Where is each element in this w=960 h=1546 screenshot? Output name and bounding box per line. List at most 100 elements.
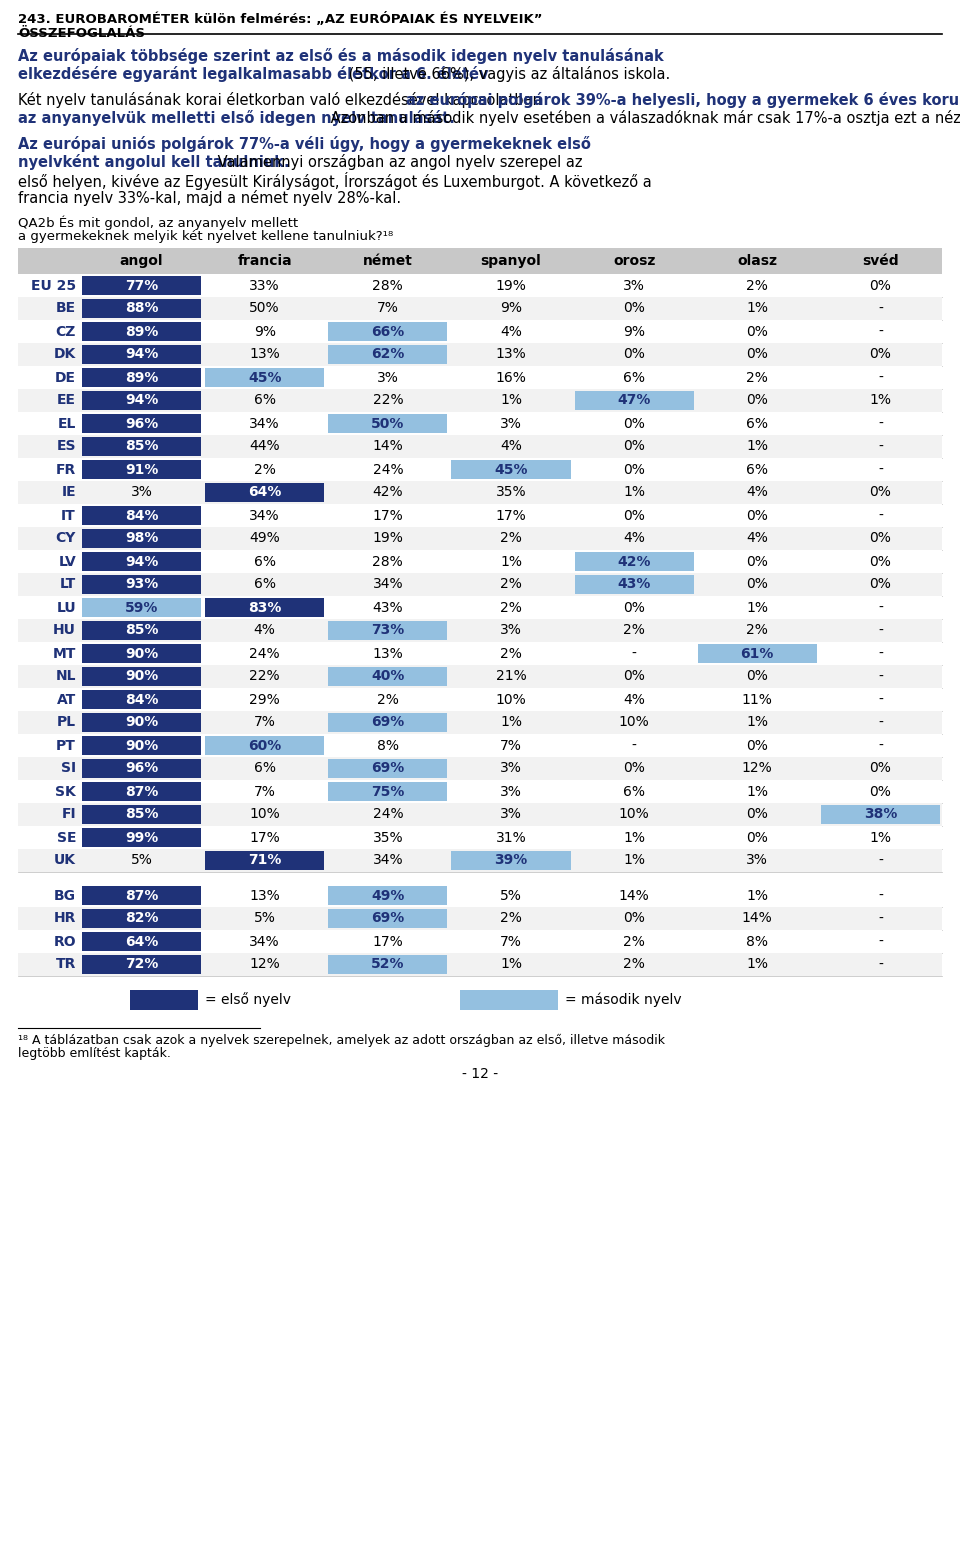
Bar (18, 758, 942, 781)
Text: 6%: 6% (623, 784, 645, 798)
Text: 1%: 1% (746, 716, 768, 730)
Text: 10%: 10% (250, 807, 280, 821)
Text: 34%: 34% (250, 934, 280, 949)
Text: az anyanyelvük melletti első idegen nyelv tanulását.: az anyanyelvük melletti első idegen nyel… (18, 110, 455, 127)
Text: 72%: 72% (125, 957, 158, 971)
Text: az európai polgárok 39%-a helyesli, hogy a gyermekek 6 éves koruk előtt kezdjék : az európai polgárok 39%-a helyesli, hogy… (406, 93, 960, 108)
Text: 11%: 11% (742, 693, 773, 707)
Text: 7%: 7% (500, 739, 522, 753)
Text: HR: HR (54, 912, 76, 926)
Text: = második nyelv: = második nyelv (565, 993, 682, 1008)
Text: -: - (878, 325, 883, 339)
Text: 1%: 1% (870, 830, 892, 844)
Text: 9%: 9% (500, 301, 522, 315)
Text: 90%: 90% (125, 716, 158, 730)
Text: 0%: 0% (870, 555, 892, 569)
Text: 84%: 84% (125, 693, 158, 707)
Text: 96%: 96% (125, 762, 158, 776)
Bar (82, 461, 202, 479)
Text: LV: LV (59, 555, 76, 569)
Bar (18, 642, 942, 665)
Bar (18, 481, 942, 504)
Bar (18, 458, 942, 481)
Text: -: - (878, 912, 883, 926)
Text: 17%: 17% (372, 509, 403, 523)
Text: 3%: 3% (500, 784, 522, 798)
Text: 2%: 2% (377, 693, 398, 707)
Text: 8%: 8% (746, 934, 768, 949)
Text: 99%: 99% (125, 830, 158, 844)
Text: PL: PL (57, 716, 76, 730)
Text: -: - (878, 600, 883, 614)
Text: DE: DE (55, 371, 76, 385)
Text: TR: TR (56, 957, 76, 971)
Text: 42%: 42% (372, 485, 403, 499)
Bar (18, 434, 942, 458)
Text: 2%: 2% (500, 600, 522, 614)
Text: 43%: 43% (372, 600, 403, 614)
Text: 83%: 83% (248, 600, 281, 614)
Text: BG: BG (54, 889, 76, 903)
Text: 29%: 29% (250, 693, 280, 707)
Text: 21%: 21% (495, 669, 526, 683)
Text: 0%: 0% (623, 462, 645, 476)
Bar (18, 884, 942, 908)
Text: 50%: 50% (372, 416, 404, 430)
Bar (18, 931, 942, 952)
Text: 85%: 85% (125, 439, 158, 453)
Bar (18, 366, 942, 390)
Text: 98%: 98% (125, 532, 158, 546)
Text: 64%: 64% (125, 934, 158, 949)
Text: 24%: 24% (372, 462, 403, 476)
Bar (82, 391, 202, 410)
Text: elkezdésére egyaránt legalkalmasabb életkor a 6. életév: elkezdésére egyaránt legalkalmasabb élet… (18, 66, 489, 82)
Text: Azonban a második nyelv esetében a válaszadóknak már csak 17%-a osztja ezt a néz: Azonban a második nyelv esetében a válas… (325, 110, 960, 127)
Bar (18, 826, 942, 849)
Text: 24%: 24% (372, 807, 403, 821)
Text: 31%: 31% (495, 830, 526, 844)
Text: 1%: 1% (746, 784, 768, 798)
Text: 89%: 89% (125, 371, 158, 385)
Text: AT: AT (57, 693, 76, 707)
Text: -: - (878, 934, 883, 949)
Text: -: - (878, 693, 883, 707)
Text: olasz: olasz (737, 254, 778, 267)
Text: 2%: 2% (746, 278, 768, 292)
Bar (18, 247, 942, 274)
Text: - 12 -: - 12 - (462, 1067, 498, 1081)
Text: ¹⁸ A táblázatban csak azok a nyelvek szerepelnek, amelyek az adott országban az : ¹⁸ A táblázatban csak azok a nyelvek sze… (18, 1034, 665, 1047)
Text: 1%: 1% (623, 830, 645, 844)
Text: 1%: 1% (746, 957, 768, 971)
Bar (328, 955, 447, 974)
Bar (18, 802, 942, 826)
Text: -: - (878, 371, 883, 385)
Text: 0%: 0% (623, 439, 645, 453)
Bar (328, 621, 447, 640)
Text: spanyol: spanyol (481, 254, 541, 267)
Bar (82, 322, 202, 342)
Text: 1%: 1% (623, 853, 645, 867)
Text: 2%: 2% (623, 957, 645, 971)
Text: 39%: 39% (494, 853, 528, 867)
Text: 42%: 42% (617, 555, 651, 569)
Text: 6%: 6% (253, 394, 276, 408)
Bar (82, 713, 202, 731)
Text: 73%: 73% (372, 623, 404, 637)
Text: legtöbb említést kapták.: legtöbb említést kapták. (18, 1047, 171, 1061)
Text: 3%: 3% (500, 762, 522, 776)
Text: 94%: 94% (125, 348, 158, 362)
Text: 0%: 0% (623, 762, 645, 776)
Text: 22%: 22% (250, 669, 280, 683)
Text: 0%: 0% (746, 669, 768, 683)
Bar (205, 598, 324, 617)
Bar (451, 850, 570, 870)
Bar (18, 411, 942, 434)
Bar (18, 527, 942, 550)
Text: 90%: 90% (125, 739, 158, 753)
Text: 35%: 35% (372, 830, 403, 844)
Text: 1%: 1% (500, 716, 522, 730)
Text: 3%: 3% (500, 807, 522, 821)
Text: 3%: 3% (500, 623, 522, 637)
Bar (698, 645, 817, 663)
Text: 13%: 13% (250, 348, 280, 362)
